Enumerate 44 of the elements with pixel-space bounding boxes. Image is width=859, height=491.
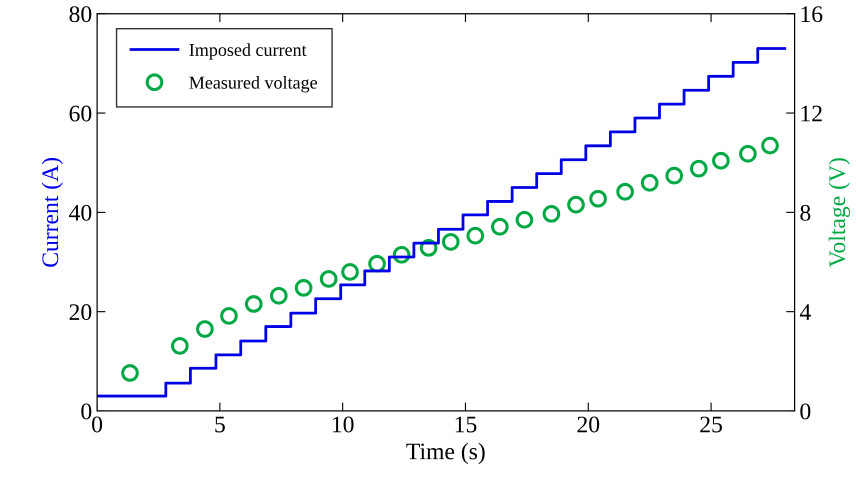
x-tick-label: 10 bbox=[332, 416, 354, 432]
point bbox=[616, 182, 634, 201]
legend-label: Measured voltage bbox=[189, 76, 318, 92]
y2-tick-label: 0 bbox=[800, 403, 810, 420]
point bbox=[491, 218, 509, 236]
x-tick-label: 0 bbox=[92, 416, 102, 432]
point bbox=[690, 160, 708, 178]
point bbox=[542, 205, 560, 223]
point bbox=[712, 152, 730, 170]
legend-label: Imposed current bbox=[189, 43, 306, 60]
y-tick-label: 80 bbox=[69, 6, 92, 22]
point bbox=[270, 286, 288, 305]
y-tick-label: 40 bbox=[69, 204, 92, 221]
point bbox=[244, 295, 263, 313]
point bbox=[761, 136, 779, 154]
point bbox=[466, 226, 484, 245]
point bbox=[567, 196, 585, 214]
y2-tick-label: 12 bbox=[802, 106, 822, 122]
point bbox=[739, 144, 757, 163]
x-tick-label: 15 bbox=[456, 416, 476, 432]
point bbox=[196, 320, 214, 338]
point bbox=[640, 174, 658, 192]
y2-axis-title: Voltage (V) bbox=[828, 158, 850, 268]
point bbox=[171, 337, 189, 355]
point bbox=[341, 263, 359, 281]
point bbox=[220, 307, 238, 325]
y2-tick-label: 8 bbox=[800, 204, 810, 221]
point bbox=[665, 166, 684, 184]
point bbox=[442, 233, 460, 251]
point bbox=[294, 279, 312, 297]
point bbox=[121, 364, 139, 382]
y-tick-label: 0 bbox=[81, 403, 92, 420]
y2-tick-label: 16 bbox=[802, 6, 822, 22]
x-axis-title: Time (s) bbox=[406, 442, 485, 464]
x-tick-label: 20 bbox=[578, 416, 600, 432]
point bbox=[516, 210, 534, 229]
y-tick-label: 20 bbox=[70, 304, 92, 320]
point bbox=[320, 270, 338, 288]
x-tick-label: 5 bbox=[215, 416, 225, 432]
y2-tick-label: 4 bbox=[800, 304, 811, 320]
x-tick-label: 25 bbox=[700, 416, 722, 432]
y-tick-label: 60 bbox=[70, 106, 92, 122]
point bbox=[589, 190, 607, 208]
y-axis-title: Current (A) bbox=[42, 158, 64, 267]
